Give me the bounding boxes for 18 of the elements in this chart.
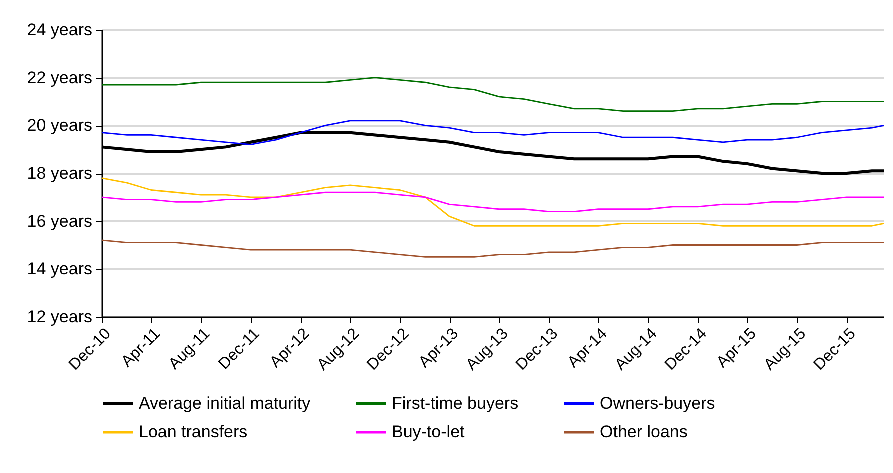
legend-label: Other loans (600, 422, 688, 442)
line-series (101, 192, 885, 212)
y-tick-label: 16 years (27, 212, 92, 231)
y-tick-label: 18 years (27, 164, 92, 183)
legend-label: Loan transfers (139, 422, 248, 442)
y-tick-label: 20 years (27, 116, 92, 136)
legend-label: First-time buyers (392, 394, 519, 413)
line-series (101, 77, 885, 112)
y-tick-label: 14 years (27, 260, 92, 279)
legend-label: Average initial maturity (139, 394, 312, 413)
y-tick-label: 22 years (27, 68, 92, 88)
line-series (101, 240, 885, 258)
y-tick-label: 12 years (27, 308, 92, 326)
line-series (101, 120, 885, 146)
y-tick-label: 24 years (27, 20, 92, 40)
legend-label: Buy-to-let (392, 422, 466, 442)
legend-label: Owners-buyers (600, 394, 716, 413)
line-series (101, 178, 885, 227)
